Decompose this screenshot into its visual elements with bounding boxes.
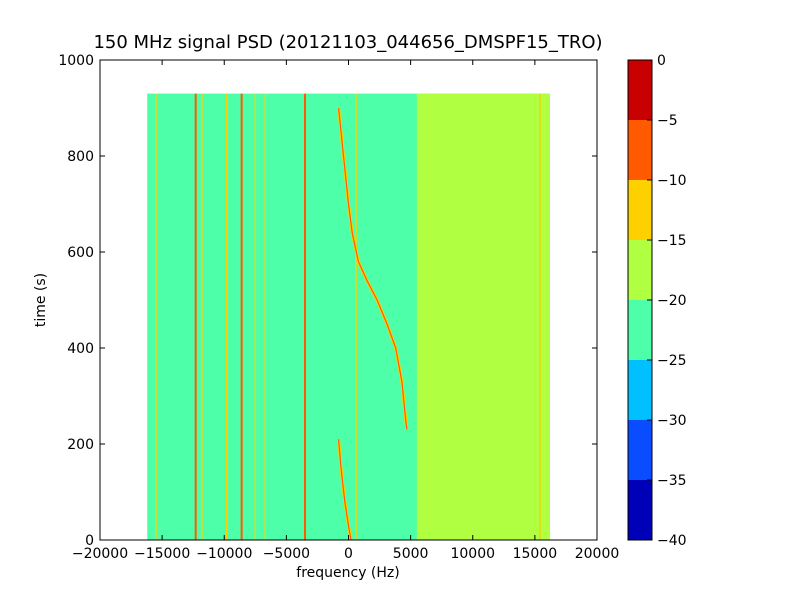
colorbar-tick-label: −40 [657, 533, 687, 549]
colorbar-tick-label: 0 [657, 53, 666, 69]
colorbar-segment [628, 180, 652, 240]
chart-title: 150 MHz signal PSD (20121103_044656_DMSP… [93, 32, 602, 53]
colorbar-tick-label: −20 [657, 293, 687, 309]
colorbar-tick-label: −5 [657, 113, 678, 129]
colorbar-segment [628, 480, 652, 540]
x-tick-label: −5000 [263, 546, 310, 562]
x-axis-ticks: −20000 −15000 −10000 −5000 0 5000 10000 15000 20… [72, 60, 619, 562]
colorbar-segment [628, 60, 652, 120]
x-tick-label: −20000 [72, 546, 128, 562]
y-tick-label: 0 [85, 533, 94, 549]
x-tick-label: −15000 [134, 546, 190, 562]
colorbar-tick-label: −25 [657, 353, 687, 369]
x-tick-label: 0 [344, 546, 353, 562]
y-tick-label: 400 [67, 341, 94, 357]
spectrogram-heatmap [147, 93, 550, 540]
y-tick-label: 600 [67, 245, 94, 261]
x-tick-label: 5000 [393, 546, 429, 562]
colorbar-segment [628, 240, 652, 300]
lower-doppler-trace-core [338, 439, 352, 541]
high-frequency-band [416, 93, 550, 540]
y-tick-label: 800 [67, 149, 94, 165]
colorbar-tick-label: −30 [657, 413, 687, 429]
x-tick-label: 20000 [575, 546, 620, 562]
y-tick-label: 200 [67, 437, 94, 453]
colorbar: −40 −35 −30 −25 −20 −15 −10 −5 0 [627, 53, 687, 549]
colorbar-tick-label: −10 [657, 173, 687, 189]
plot-area [99, 59, 598, 541]
colorbar-segment [628, 360, 652, 420]
colorbar-tick-label: −35 [657, 473, 687, 489]
doppler-trace-core [338, 107, 408, 430]
doppler-traces [337, 107, 409, 541]
x-tick-label: −10000 [196, 546, 252, 562]
x-tick-label: 10000 [450, 546, 495, 562]
x-axis-label: frequency (Hz) [296, 565, 399, 581]
colorbar-segment [628, 420, 652, 480]
carrier-lines [155, 93, 541, 540]
colorbar-tick-label: −15 [657, 233, 687, 249]
colorbar-segment [628, 300, 652, 360]
colorbar-segment [628, 120, 652, 180]
x-tick-label: 15000 [513, 546, 558, 562]
y-axis-label: time (s) [33, 273, 49, 327]
y-axis-ticks: 0 200 400 600 800 1000 [58, 53, 597, 549]
y-tick-label: 1000 [58, 53, 94, 69]
